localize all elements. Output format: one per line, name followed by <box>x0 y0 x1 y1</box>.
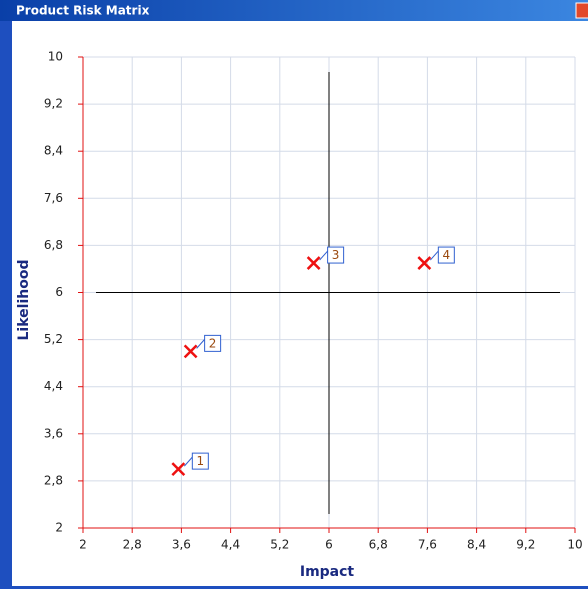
y-tick-label: 9,2 <box>44 97 63 111</box>
x-tick-label: 8,4 <box>467 538 486 552</box>
y-tick-label: 2 <box>55 521 63 535</box>
x-axis-label: Impact <box>300 564 355 580</box>
x-tick-label: 3,6 <box>172 538 191 552</box>
point-label: 1 <box>197 454 205 468</box>
label-box <box>204 334 222 352</box>
label-box <box>327 246 345 264</box>
close-button[interactable] <box>575 2 588 19</box>
point-marker <box>417 256 432 270</box>
title-bar <box>0 0 588 21</box>
y-tick-label: 6 <box>55 285 63 299</box>
x-tick-label: 7,6 <box>418 538 437 552</box>
x-tick-label: 2 <box>79 538 87 552</box>
point-label: 2 <box>209 336 217 350</box>
point-marker <box>171 462 186 477</box>
window-border-bottom <box>12 586 588 589</box>
y-tick-label: 8,4 <box>44 144 63 158</box>
label-connector <box>196 339 205 349</box>
x-tick-label: 6 <box>325 538 333 552</box>
y-tick-label: 6,8 <box>44 238 63 252</box>
point-marker <box>183 344 198 359</box>
point-label: 4 <box>443 248 451 262</box>
x-tick-label: 9,2 <box>516 538 535 552</box>
y-axis-label: Likelihood <box>16 260 32 341</box>
y-tick-label: 10 <box>48 50 63 64</box>
y-tick-label: 3,6 <box>44 426 63 440</box>
x-tick-label: 4,4 <box>221 538 240 552</box>
label-connector <box>429 250 439 261</box>
point-label: 3 <box>332 248 340 262</box>
y-tick-label: 2,8 <box>44 473 63 487</box>
point-marker <box>306 256 321 270</box>
y-tick-label: 7,6 <box>44 191 63 205</box>
y-tick-label: 4,4 <box>44 379 63 393</box>
x-tick-label: 2,8 <box>123 538 142 552</box>
x-tick-label: 10 <box>567 538 582 552</box>
label-connector <box>319 250 328 261</box>
label-connector <box>183 456 193 467</box>
label-box <box>437 246 455 264</box>
window-title: Product Risk Matrix <box>16 4 150 18</box>
label-box <box>191 452 209 470</box>
x-tick-label: 5,2 <box>270 538 289 552</box>
y-tick-label: 5,2 <box>44 332 63 346</box>
x-tick-label: 6,8 <box>369 538 388 552</box>
window-border <box>0 21 12 589</box>
